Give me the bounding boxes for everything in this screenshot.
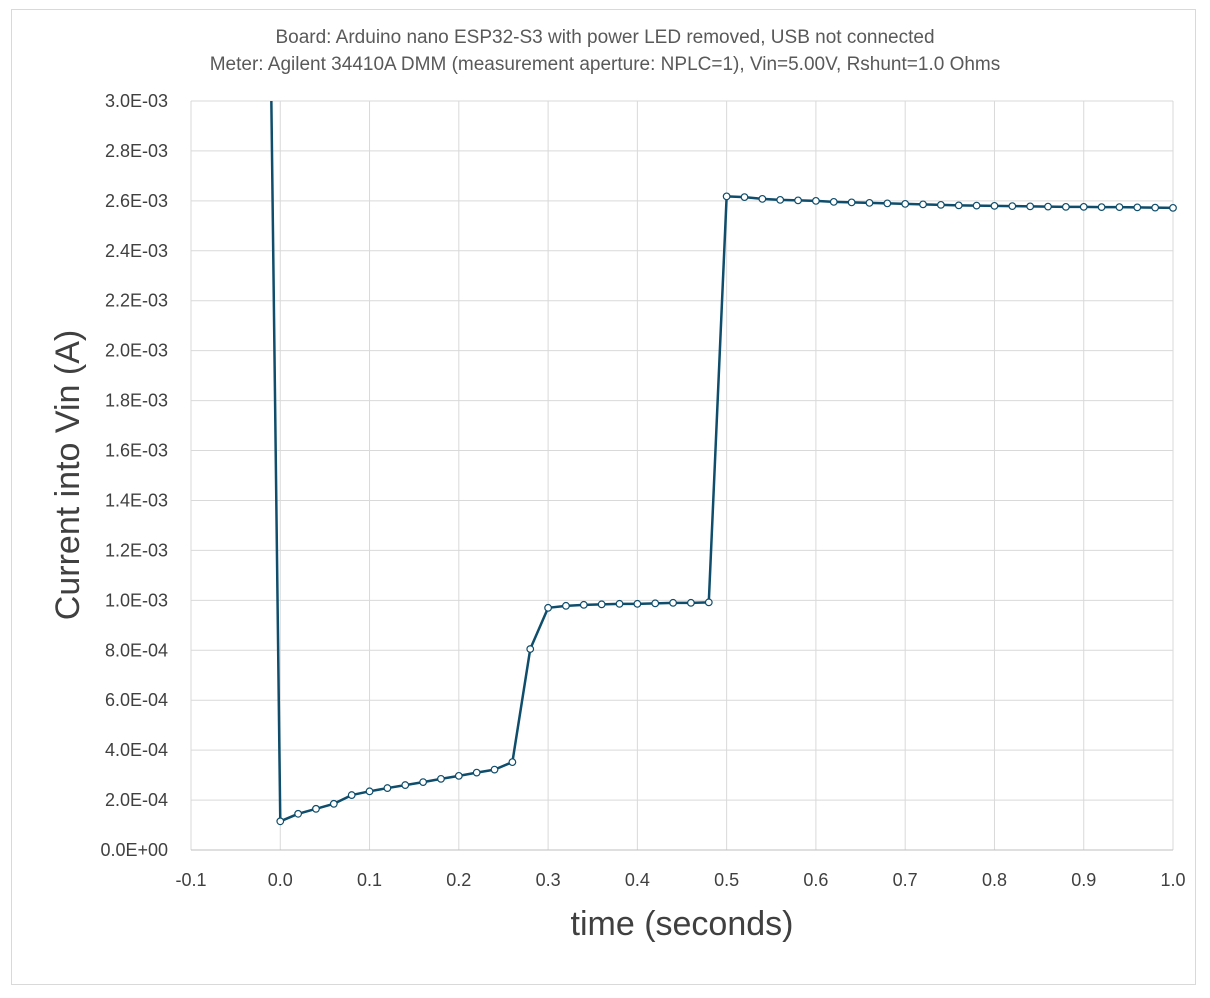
data-point — [669, 598, 677, 607]
x-tick-label: 0.0 — [268, 870, 293, 890]
x-tick-label: 0.8 — [982, 870, 1007, 890]
y-tick-label: 2.6E-03 — [105, 191, 168, 211]
data-point — [687, 598, 695, 607]
data-point — [1151, 203, 1160, 212]
data-point — [829, 197, 838, 206]
data-point — [1061, 202, 1070, 211]
y-tick-label: 1.4E-03 — [105, 490, 168, 510]
data-point — [865, 198, 874, 207]
data-point — [419, 778, 428, 786]
y-tick-label: 2.0E-04 — [105, 790, 168, 810]
y-tick-label: 2.8E-03 — [105, 141, 168, 161]
data-point — [936, 200, 945, 209]
data-point — [365, 787, 374, 796]
data-point — [526, 645, 535, 653]
data-point — [437, 774, 445, 783]
data-point — [401, 781, 410, 789]
y-tick-label: 2.4E-03 — [105, 241, 168, 261]
data-point — [794, 196, 802, 205]
data-point — [1044, 202, 1052, 211]
series-line — [270, 100, 1174, 823]
x-tick-label: 1.0 — [1160, 870, 1185, 890]
data-point — [562, 601, 570, 610]
y-tick-label: 3.0E-03 — [105, 91, 168, 111]
data-point — [1115, 203, 1124, 212]
chart-frame — [11, 9, 1196, 985]
plot-area — [270, 100, 1177, 826]
data-point — [954, 201, 963, 210]
data-point — [383, 784, 392, 792]
data-point — [919, 200, 927, 209]
data-point — [597, 600, 606, 609]
data-point — [454, 771, 463, 780]
x-tick-label: 0.3 — [536, 870, 561, 890]
data-point — [722, 192, 731, 201]
data-point — [329, 799, 338, 808]
y-tick-label: 6.0E-04 — [105, 690, 168, 710]
x-tick-label: 0.1 — [357, 870, 382, 890]
data-point — [312, 804, 320, 813]
data-point — [633, 599, 642, 608]
y-tick-label: 0.0E+00 — [100, 840, 168, 860]
x-axis-ticks: -0.1 0.0 0.1 0.2 0.3 0.4 0.5 0.6 0.7 0.8 0.9 1.0 — [175, 870, 1185, 890]
data-point — [1008, 202, 1017, 211]
data-point — [901, 199, 910, 208]
y-axis-ticks: 0.0E+00 2.0E-04 4.0E-04 6.0E-04 8.0E-04 1.0E-… — [100, 91, 168, 860]
y-tick-label: 8.0E-04 — [105, 640, 168, 660]
x-tick-label: 0.5 — [714, 870, 739, 890]
data-point — [1133, 203, 1142, 212]
gridlines — [190, 100, 1174, 851]
chart-title: Board: Arduino nano ESP32-S3 with power … — [275, 27, 934, 48]
data-point — [812, 196, 820, 205]
x-tick-label: 0.9 — [1071, 870, 1096, 890]
data-point — [651, 599, 660, 608]
data-point — [740, 193, 749, 202]
data-point — [1079, 202, 1088, 211]
data-point — [508, 758, 517, 767]
data-point — [990, 201, 999, 210]
data-point — [615, 599, 624, 608]
data-point — [544, 603, 552, 612]
data-point — [1097, 203, 1106, 212]
data-point — [1169, 203, 1177, 212]
data-point — [972, 201, 981, 210]
y-tick-label: 4.0E-04 — [105, 740, 168, 760]
x-axis-title: time (seconds) — [571, 905, 794, 943]
data-point — [758, 194, 767, 203]
x-tick-label: 0.6 — [803, 870, 828, 890]
data-point — [347, 791, 356, 799]
data-point — [1026, 202, 1035, 211]
x-tick-label: 0.4 — [625, 870, 650, 890]
chart-subtitle: Meter: Agilent 34410A DMM (measurement a… — [210, 54, 1001, 75]
y-axis-title: Current into Vin (A) — [49, 330, 87, 620]
y-tick-label: 1.6E-03 — [105, 441, 168, 461]
data-point — [490, 765, 499, 774]
data-point — [847, 198, 856, 207]
data-point — [276, 817, 285, 826]
y-tick-label: 1.8E-03 — [105, 391, 168, 411]
data-point — [776, 195, 785, 204]
data-point — [883, 199, 892, 208]
y-tick-label: 2.2E-03 — [105, 291, 168, 311]
y-tick-label: 2.0E-03 — [105, 341, 168, 361]
x-tick-label: 0.2 — [446, 870, 471, 890]
x-tick-label: -0.1 — [175, 870, 206, 890]
x-tick-label: 0.7 — [893, 870, 918, 890]
y-tick-label: 1.0E-03 — [105, 590, 168, 610]
y-tick-label: 1.2E-03 — [105, 540, 168, 560]
data-point — [472, 768, 481, 777]
data-point — [579, 600, 588, 609]
data-point — [294, 809, 303, 818]
data-point — [704, 598, 713, 607]
